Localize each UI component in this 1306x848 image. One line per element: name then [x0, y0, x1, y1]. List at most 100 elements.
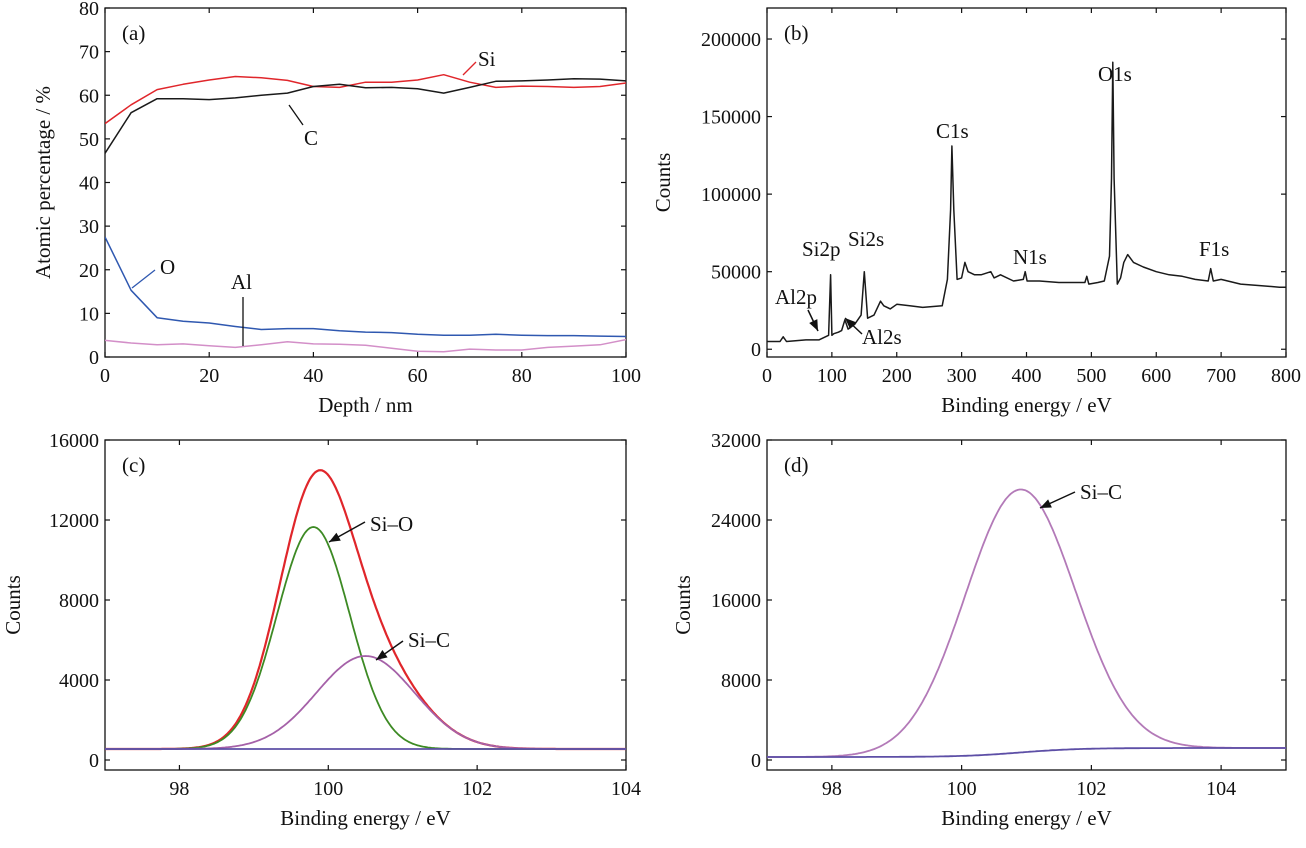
y-tick-label: 10	[79, 303, 99, 325]
y-tick-label: 24000	[711, 510, 761, 532]
label-al: Al	[231, 270, 252, 294]
series-line-c	[105, 77, 626, 154]
series-line-o	[105, 236, 626, 338]
y-tick-label: 20	[79, 260, 99, 282]
label-f1s: F1s	[1199, 237, 1229, 261]
x-axis-label: Binding energy / eV	[280, 806, 451, 830]
panel-c: 98 100 102 104 0 4000 8000 12000 16000 Binding en…	[1, 430, 641, 830]
series-line-survey	[767, 61, 1286, 343]
series-line-background	[767, 747, 1286, 758]
label-n1s: N1s	[1013, 245, 1047, 269]
label-si-c-d: Si–C	[1080, 480, 1122, 504]
arrow-al2s-head	[845, 318, 857, 329]
y-tick-label: 8000	[59, 590, 99, 612]
x-tick-label: 500	[1076, 365, 1106, 387]
arrow-al2p-head	[809, 319, 818, 331]
panel-label: (c)	[122, 453, 145, 477]
y-tick-label: 16000	[49, 430, 99, 452]
x-tick-label: 104	[611, 778, 641, 800]
label-si-c: Si–C	[408, 628, 450, 652]
plot-frame	[766, 7, 1287, 358]
x-tick-label: 100	[313, 778, 343, 800]
y-tick-label: 150000	[701, 107, 761, 129]
y-tick-label: 200000	[701, 29, 761, 51]
arrow-si-o-head	[329, 532, 341, 542]
series-line-si-o	[105, 526, 626, 750]
x-tick-label: 100	[817, 365, 847, 387]
plot-frame	[766, 439, 1287, 771]
x-tick-label: 98	[822, 778, 842, 800]
x-tick-label: 98	[169, 778, 189, 800]
series-line-al	[105, 338, 626, 353]
x-tick-label: 102	[462, 778, 492, 800]
y-tick-label: 4000	[59, 670, 99, 692]
panel-label: (b)	[784, 21, 809, 45]
plot-area	[767, 488, 1286, 758]
x-tick-label: 104	[1206, 778, 1236, 800]
y-axis-label: Counts	[671, 575, 695, 635]
panel-label: (d)	[784, 453, 809, 477]
y-tick-label: 8000	[721, 670, 761, 692]
arrow-si-c-head	[376, 649, 388, 660]
label-c: C	[304, 126, 318, 150]
label-o1s: O1s	[1098, 62, 1132, 86]
y-tick-label: 50000	[711, 262, 761, 284]
plot-area	[767, 61, 1286, 343]
y-tick-label: 100000	[701, 184, 761, 206]
y-tick-label: 0	[89, 750, 99, 772]
x-tick-label: 20	[199, 365, 219, 387]
x-tick-label: 80	[512, 365, 532, 387]
y-tick-label: 30	[79, 216, 99, 238]
panel-d: 98 100 102 104 0 8000 16000 24000 32000 Binding e…	[671, 430, 1287, 830]
x-tick-label: 700	[1206, 365, 1236, 387]
plot-area	[105, 73, 626, 353]
y-tick-label: 0	[89, 347, 99, 369]
label-al2s: Al2s	[862, 325, 902, 349]
label-si2s: Si2s	[848, 227, 884, 251]
y-tick-label: 0	[751, 339, 761, 361]
x-tick-label: 60	[408, 365, 428, 387]
label-si2p: Si2p	[802, 237, 841, 261]
series-line-si	[105, 73, 626, 125]
x-tick-label: 100	[611, 365, 641, 387]
x-tick-label: 600	[1141, 365, 1171, 387]
series-line-envelope	[105, 469, 626, 751]
y-tick-label: 70	[79, 42, 99, 64]
x-tick-label: 200	[882, 365, 912, 387]
y-axis-label: Counts	[1, 575, 25, 635]
y-tick-label: 40	[79, 173, 99, 195]
x-axis-label: Depth / nm	[318, 393, 413, 417]
x-tick-label: 102	[1076, 778, 1106, 800]
panel-label: (a)	[122, 21, 145, 45]
label-si: Si	[478, 47, 496, 71]
plot-area	[105, 469, 626, 751]
x-axis-label: Binding energy / eV	[941, 393, 1112, 417]
arrow-si-c-d-head	[1040, 499, 1052, 508]
label-o: O	[160, 255, 175, 279]
label-si-o: Si–O	[370, 512, 413, 536]
x-tick-label: 100	[947, 778, 977, 800]
panel-b: 0 100 200 300 400 500 600 700 800 0 50000 100000 150…	[651, 7, 1301, 417]
x-tick-label: 0	[762, 365, 772, 387]
x-tick-label: 0	[100, 365, 110, 387]
y-tick-label: 12000	[49, 510, 99, 532]
y-tick-label: 50	[79, 129, 99, 151]
plot-frame	[104, 439, 627, 771]
y-tick-label: 16000	[711, 590, 761, 612]
label-al2p: Al2p	[775, 285, 817, 309]
x-tick-label: 300	[947, 365, 977, 387]
x-tick-label: 800	[1271, 365, 1301, 387]
label-c1s: C1s	[936, 119, 969, 143]
x-tick-label: 400	[1012, 365, 1042, 387]
y-axis-label: Atomic percentage / %	[31, 86, 55, 279]
y-tick-label: 0	[751, 750, 761, 772]
plot-frame	[104, 7, 627, 358]
y-tick-label: 60	[79, 85, 99, 107]
leader-o	[131, 269, 156, 289]
leader-c	[288, 104, 304, 126]
panel-a: 0 20 40 60 80 100 0 10 20 30 40 50 60 70 80 Depth / nm A…	[31, 0, 641, 417]
y-axis-label: Counts	[651, 153, 675, 213]
series-line-si-c	[767, 488, 1286, 758]
y-tick-label: 32000	[711, 430, 761, 452]
x-axis-label: Binding energy / eV	[941, 806, 1112, 830]
